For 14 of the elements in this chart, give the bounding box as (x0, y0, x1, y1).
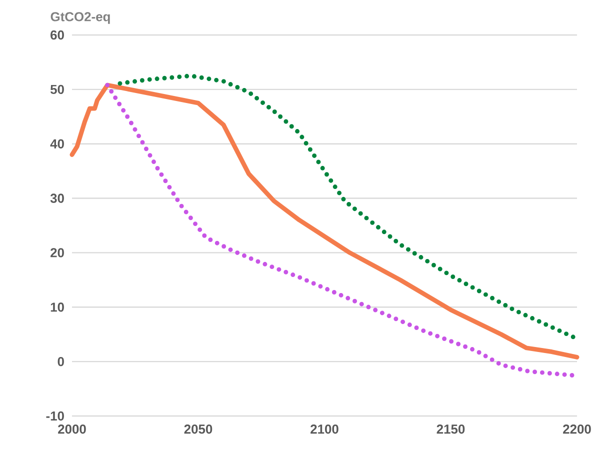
y-tick-label: 10 (50, 302, 64, 312)
y-tick-label: 50 (50, 84, 64, 94)
y-tick-label: 30 (50, 194, 64, 203)
y-axis-title: GtCO2-eq (50, 12, 110, 24)
y-tick-label: 40 (50, 139, 64, 148)
x-tick-label: 2150 (436, 424, 465, 434)
x-tick-label: 2000 (58, 424, 86, 434)
y-tick-label: -10 (46, 411, 64, 421)
y-tick-label: 20 (50, 248, 64, 258)
x-tick-label: 2050 (184, 424, 212, 434)
y-tick-label: 60 (50, 30, 64, 40)
x-tick-label: 2100 (310, 424, 338, 434)
y-tick-label: 0 (58, 356, 64, 366)
x-tick-label: 2200 (563, 424, 591, 434)
